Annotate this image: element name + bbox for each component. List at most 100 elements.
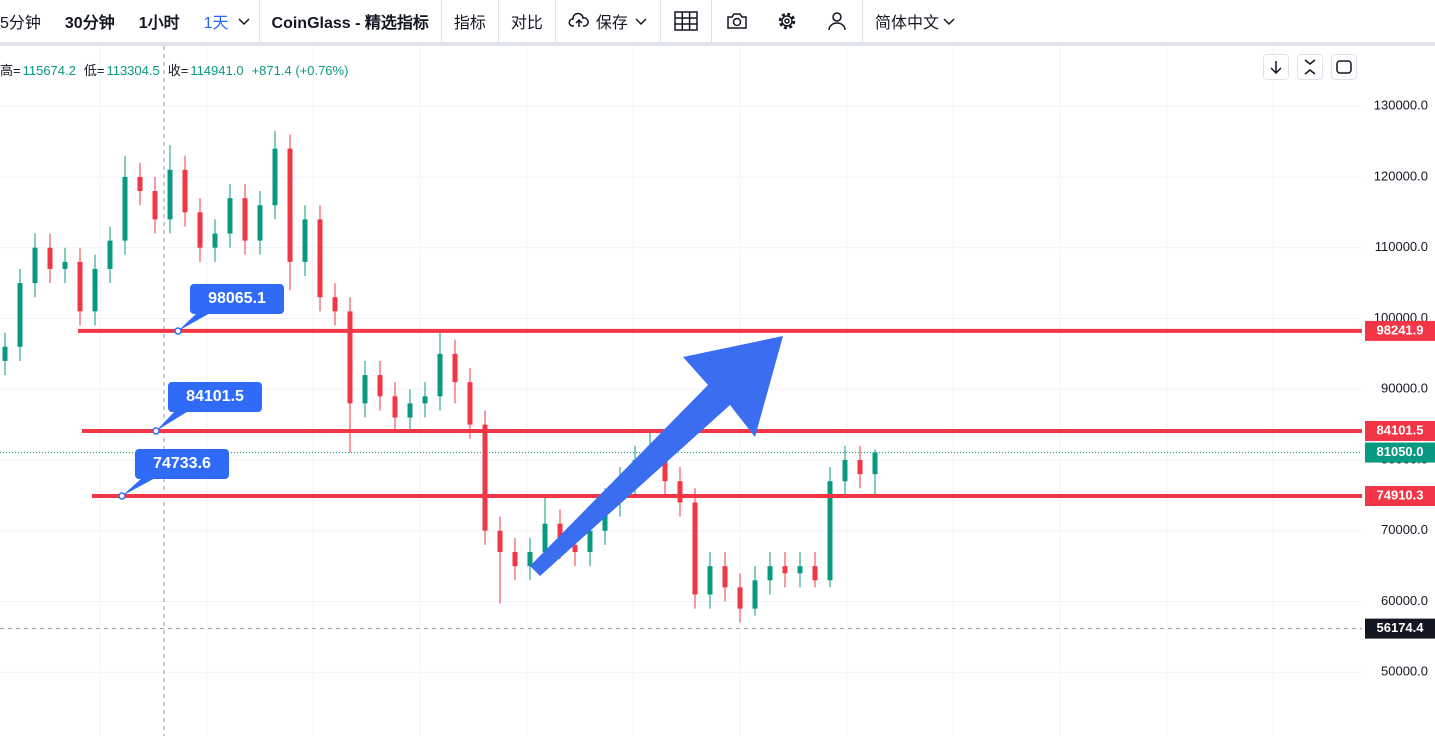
chart: 50000.060000.070000.080000.090000.010000… <box>0 46 1435 736</box>
language-label: 简体中文 <box>874 15 939 32</box>
candle-body <box>152 191 158 220</box>
interval-dropdown[interactable] <box>233 0 259 42</box>
y-tick-label: 110000.0 <box>1375 239 1428 254</box>
candle-body <box>527 552 533 567</box>
callout-tail <box>156 410 190 431</box>
candle-body <box>752 580 758 609</box>
scroll-down-button[interactable] <box>1263 54 1289 80</box>
callout-box <box>135 449 229 479</box>
candle-body <box>212 233 218 248</box>
callout-box <box>168 382 262 412</box>
candle-body <box>257 205 263 241</box>
candle-body <box>122 176 128 241</box>
screenshot-button[interactable] <box>710 0 762 42</box>
candle-body <box>362 375 368 404</box>
candle-body <box>782 566 788 574</box>
save-label: 保存 <box>595 15 628 32</box>
fullscreen-button[interactable] <box>1331 54 1357 80</box>
interval-30m[interactable]: 30分钟 <box>64 15 115 32</box>
y-tick-label: 120000.0 <box>1374 168 1428 183</box>
candle-body <box>422 396 428 404</box>
interval-1d[interactable]: 1天 <box>203 15 229 32</box>
candle-body <box>677 481 683 503</box>
ohlc-info: 高= 115674.2 低= 113304.5 收= 114941.0 +871.4 (+0… <box>0 60 356 79</box>
info-label: 收= <box>167 63 189 78</box>
candle-body <box>572 544 578 552</box>
candle-body <box>767 566 773 581</box>
indicators-button[interactable]: 指标 <box>440 0 498 42</box>
account-button[interactable] <box>812 0 862 42</box>
save-button[interactable]: 保存 <box>554 0 660 42</box>
grid-icon <box>674 11 698 31</box>
candle-body <box>512 552 518 567</box>
candle-body <box>407 403 413 418</box>
candle-body <box>92 268 98 312</box>
callout-tail <box>122 477 157 496</box>
chevron-icon <box>635 18 647 26</box>
y-tick-label: 90000.0 <box>1381 381 1428 396</box>
callout-anchor <box>152 427 160 435</box>
candle-body <box>272 148 278 206</box>
candle-body <box>167 169 173 220</box>
y-tick-label: 50000.0 <box>1381 664 1428 679</box>
candle-body <box>662 445 668 482</box>
info-value: 113304.5 <box>106 63 160 78</box>
fullscreen-icon <box>1336 60 1352 74</box>
gear-icon <box>778 12 796 30</box>
candle-body <box>482 424 488 531</box>
indicator-set[interactable]: CoinGlass - 精选指标 <box>258 0 441 42</box>
candle-body <box>797 566 803 574</box>
y-tick-label: 130000.0 <box>1374 98 1428 113</box>
info-label: 高= <box>0 63 21 78</box>
level-tag-label: 98241.9 <box>1377 322 1424 337</box>
candle-body <box>812 566 818 581</box>
info-value: +871.4 (+0.76%) <box>251 63 349 78</box>
interval-5m[interactable]: 5分钟 <box>0 15 41 32</box>
candle-body <box>32 247 38 284</box>
callout-label: 74733.6 <box>153 455 211 472</box>
chevron-icon <box>238 18 250 26</box>
compare-button[interactable]: 对比 <box>497 0 555 42</box>
low-marker-tag-label: 56174.4 <box>1377 620 1425 635</box>
candle-body <box>47 247 53 269</box>
candle-body <box>827 481 833 581</box>
trend-arrow <box>530 336 783 576</box>
candle-body <box>467 382 473 425</box>
layout-button[interactable] <box>659 0 711 42</box>
candle-body <box>692 502 698 595</box>
candle-body <box>722 566 728 588</box>
last-price-tag-label: 81050.0 <box>1377 444 1424 459</box>
settings-button[interactable] <box>762 0 812 42</box>
toolbar: 5分钟 30分钟 1小时 1天 CoinGlass - 精选指标 指标 对比 保… <box>0 0 1435 46</box>
language-button[interactable]: 简体中文 <box>861 0 968 42</box>
candle-body <box>452 353 458 383</box>
level-tag-label: 74910.3 <box>1377 487 1424 502</box>
collapse-button[interactable] <box>1297 54 1323 80</box>
candle-body <box>287 148 293 262</box>
candle-body <box>737 587 743 609</box>
interval-1h[interactable]: 1小时 <box>138 15 180 32</box>
candle-body <box>242 198 248 241</box>
candle-body <box>707 566 713 595</box>
level-tag <box>1365 420 1435 441</box>
candle-body <box>437 353 443 397</box>
candle-body <box>872 452 878 475</box>
candle-body <box>377 375 383 397</box>
y-tick-label: 70000.0 <box>1381 522 1428 537</box>
level-tag <box>1365 486 1435 507</box>
candle-body <box>842 460 848 482</box>
candle-body <box>182 169 188 213</box>
candle-body <box>107 240 113 269</box>
candle-body <box>392 396 398 418</box>
callout-box <box>190 284 284 314</box>
callout-label: 84101.5 <box>186 388 244 405</box>
candle-body <box>17 283 23 347</box>
info-value: 114941.0 <box>190 63 244 78</box>
collapse-icon <box>1304 59 1316 75</box>
candle-body <box>137 176 143 192</box>
last-price-tag <box>1365 442 1435 463</box>
arrow-icon <box>1270 61 1282 75</box>
user-icon <box>828 12 846 31</box>
